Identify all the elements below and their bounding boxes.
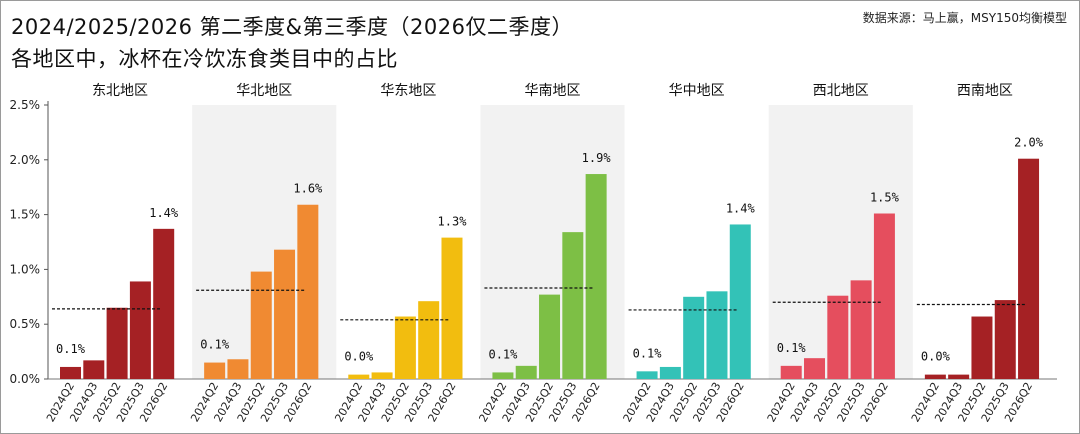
data-label: 0.1% (200, 338, 230, 352)
bar (873, 213, 895, 379)
bar (204, 362, 226, 379)
chart-subtitle: 各地区中，冰杯在冷饮冻食类目中的占比 (11, 47, 398, 71)
region-label: 华北地区 (236, 83, 292, 99)
bar (659, 366, 681, 379)
bar (441, 237, 463, 379)
bar (297, 204, 319, 379)
bar (729, 224, 751, 379)
bar (250, 271, 272, 379)
data-label: 0.1% (633, 346, 663, 360)
data-label: 1.6% (293, 182, 323, 196)
data-label: 0.0% (921, 350, 951, 364)
data-label: 1.9% (582, 151, 612, 165)
bar (804, 358, 826, 379)
region-label: 华东地区 (380, 83, 436, 99)
bar (780, 365, 802, 379)
data-label: 1.4% (726, 201, 756, 215)
bar (60, 366, 81, 379)
data-label: 1.3% (438, 215, 468, 229)
bar (348, 374, 370, 379)
y-tick-label: 1.5% (10, 208, 41, 222)
bar (562, 232, 584, 379)
data-source-note: 数据来源：马上赢，MSY150均衡模型 (862, 11, 1067, 25)
bar (924, 374, 946, 379)
bar (371, 372, 393, 379)
region-label: 西北地区 (813, 83, 869, 99)
bar (492, 372, 514, 379)
bar (394, 316, 416, 379)
bar (129, 281, 151, 379)
data-label: 0.0% (344, 350, 374, 364)
region-label: 东北地区 (92, 83, 148, 99)
data-label: 2.0% (1014, 136, 1044, 150)
bar (515, 365, 537, 379)
bar (850, 280, 872, 379)
bar (83, 360, 105, 379)
bar (683, 296, 705, 379)
bar (971, 316, 993, 379)
data-label: 1.5% (870, 191, 900, 205)
region-label: 华南地区 (525, 83, 581, 99)
bar (153, 228, 175, 379)
y-tick-label: 2.5% (10, 98, 41, 112)
data-label: 1.4% (149, 206, 179, 220)
y-tick-label: 2.0% (10, 153, 41, 167)
bar (539, 294, 561, 379)
region-label: 华中地区 (669, 83, 725, 99)
bar (1018, 158, 1040, 379)
data-label: 0.1% (56, 342, 86, 356)
bar (994, 300, 1016, 379)
bar (274, 249, 296, 379)
bar (106, 307, 128, 379)
bar (585, 174, 607, 379)
bar (948, 374, 970, 379)
bar (706, 291, 728, 379)
bar (827, 295, 849, 379)
bar (636, 371, 658, 379)
y-tick-label: 0.5% (10, 317, 41, 331)
data-label: 0.1% (488, 347, 518, 361)
y-tick-label: 0.0% (10, 372, 41, 386)
region-label: 西南地区 (957, 83, 1013, 99)
data-label: 0.1% (777, 341, 807, 355)
bar (418, 301, 440, 379)
y-tick-label: 1.0% (10, 262, 41, 276)
bar (227, 359, 249, 379)
chart-title: 2024/2025/2026 第二季度&第三季度（2026仅二季度） (11, 15, 573, 39)
